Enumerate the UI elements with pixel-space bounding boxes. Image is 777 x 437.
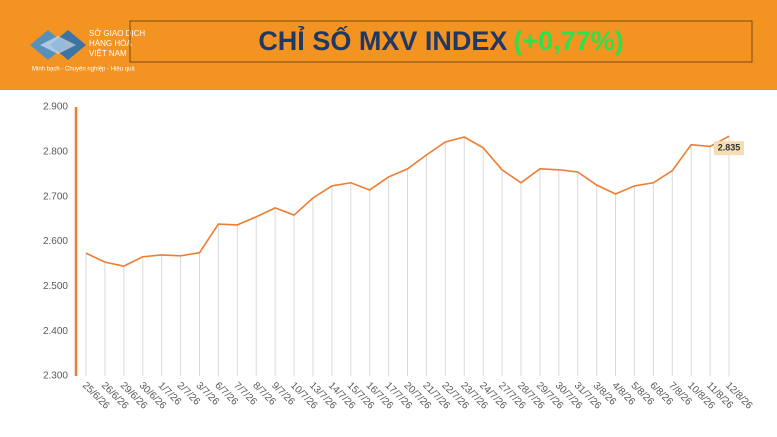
logo-text: VIỆT NAM xyxy=(89,49,127,58)
y-tick-label: 2.600 xyxy=(43,236,68,247)
title-main: CHỈ SỐ MXV INDEX xyxy=(258,24,507,56)
logo-text: SỞ GIAO DỊCH xyxy=(89,29,145,38)
y-tick-label: 2.400 xyxy=(43,326,68,337)
logo xyxy=(30,30,86,60)
y-tick-label: 2.700 xyxy=(43,191,68,202)
series-line xyxy=(85,135,730,267)
y-tick-label: 2.900 xyxy=(43,102,68,113)
value-label-box xyxy=(714,141,744,156)
value-label: 2.835 xyxy=(718,143,741,153)
title-box xyxy=(129,20,753,63)
title-change: (+0,77%) xyxy=(513,26,623,56)
logo-text: HÀNG HÓA xyxy=(89,39,132,48)
y-tick-label: 2.300 xyxy=(43,371,68,382)
chart-title: CHỈ SỐ MXV INDEX (+0,77%) xyxy=(258,24,623,56)
y-tick-label: 2.800 xyxy=(43,146,68,157)
y-tick-label: 2.500 xyxy=(43,281,68,292)
tagline: Minh bạch - Chuyên nghiệp - Hiệu quả xyxy=(32,67,135,73)
